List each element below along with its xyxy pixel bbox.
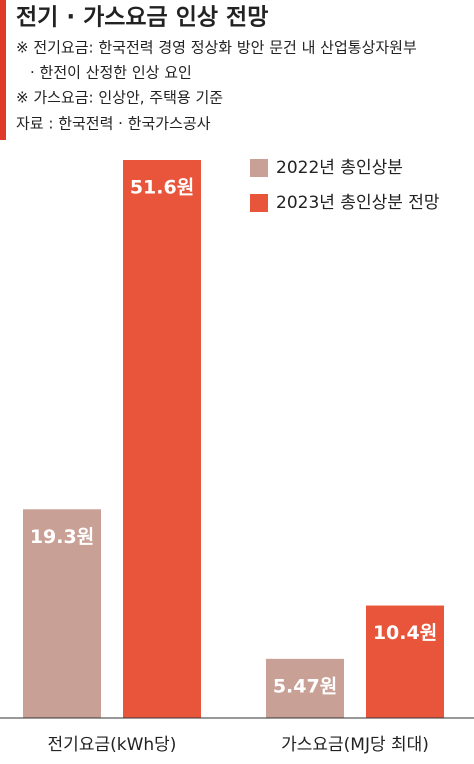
legend-label: 2022년 총인상분 [276, 158, 403, 178]
x-tick-label: 전기요금(kWh당) [48, 735, 177, 755]
bar [266, 658, 344, 718]
chart-title: 전기 · 가스요금 인상 전망 [16, 5, 268, 31]
value-label: 51.6원 [130, 177, 194, 199]
note: · 한전이 산정한 인상 요인 [30, 64, 192, 82]
value-label: 10.4원 [373, 622, 437, 644]
bar [366, 605, 444, 718]
value-label: 5.47원 [273, 675, 337, 697]
accent-bar [0, 0, 6, 140]
bar [23, 509, 101, 718]
x-tick-label: 가스요금(MJ당 최대) [281, 735, 429, 755]
bar [123, 160, 201, 718]
note: 자료 : 한국전력 · 한국가스공사 [16, 115, 211, 133]
legend-label: 2023년 총인상분 전망 [276, 193, 440, 213]
legend-swatch [250, 159, 268, 177]
note: ※ 전기요금: 한국전력 경영 정상화 방안 문건 내 산업통상자원부 [16, 39, 417, 57]
legend-swatch [250, 194, 268, 212]
note: ※ 가스요금: 인상안, 주택용 기준 [16, 89, 223, 107]
value-label: 19.3원 [30, 526, 94, 548]
